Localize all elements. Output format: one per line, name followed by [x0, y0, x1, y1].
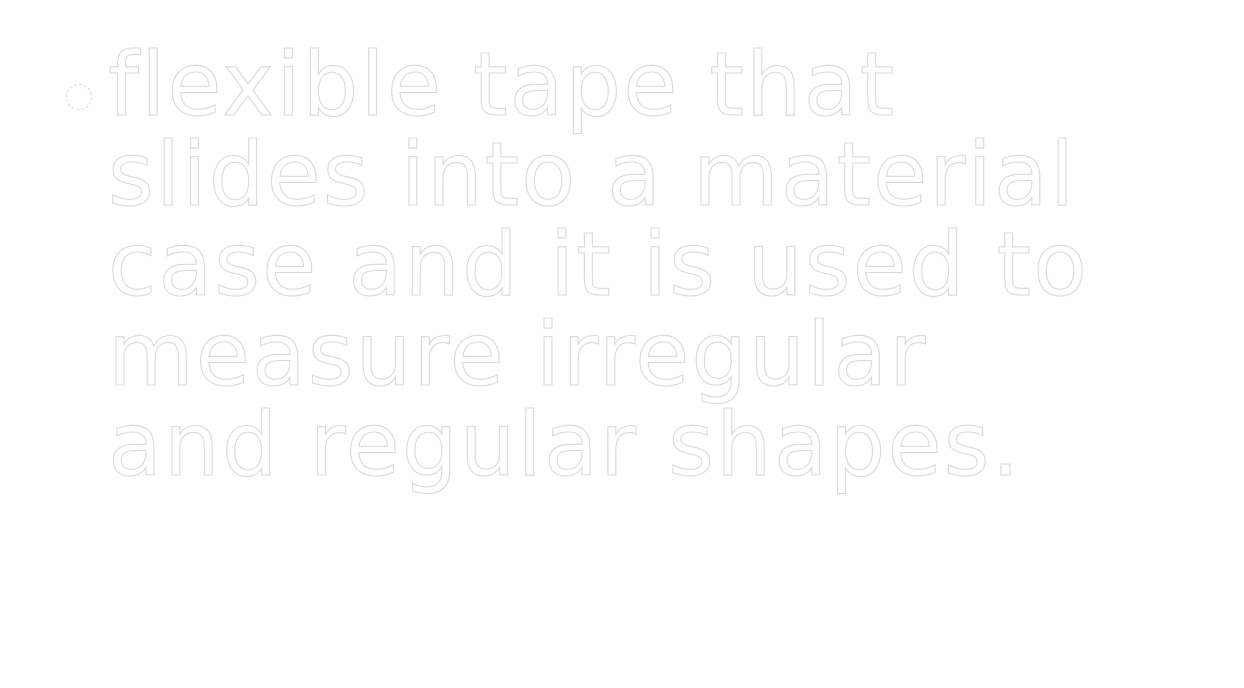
paragraph-line-4: measure irregular	[107, 303, 928, 406]
bullet-marker	[66, 84, 92, 110]
paragraph-line-5: and regular shapes.	[107, 393, 1022, 496]
paragraph-line-2: slides into a material	[107, 123, 1077, 226]
paragraph-line-1: flexible tape that	[107, 33, 897, 136]
paragraph-line-3: case and it is used to	[107, 213, 1089, 316]
bullet-paragraph: flexible tape that slides into a materia…	[107, 33, 1218, 496]
